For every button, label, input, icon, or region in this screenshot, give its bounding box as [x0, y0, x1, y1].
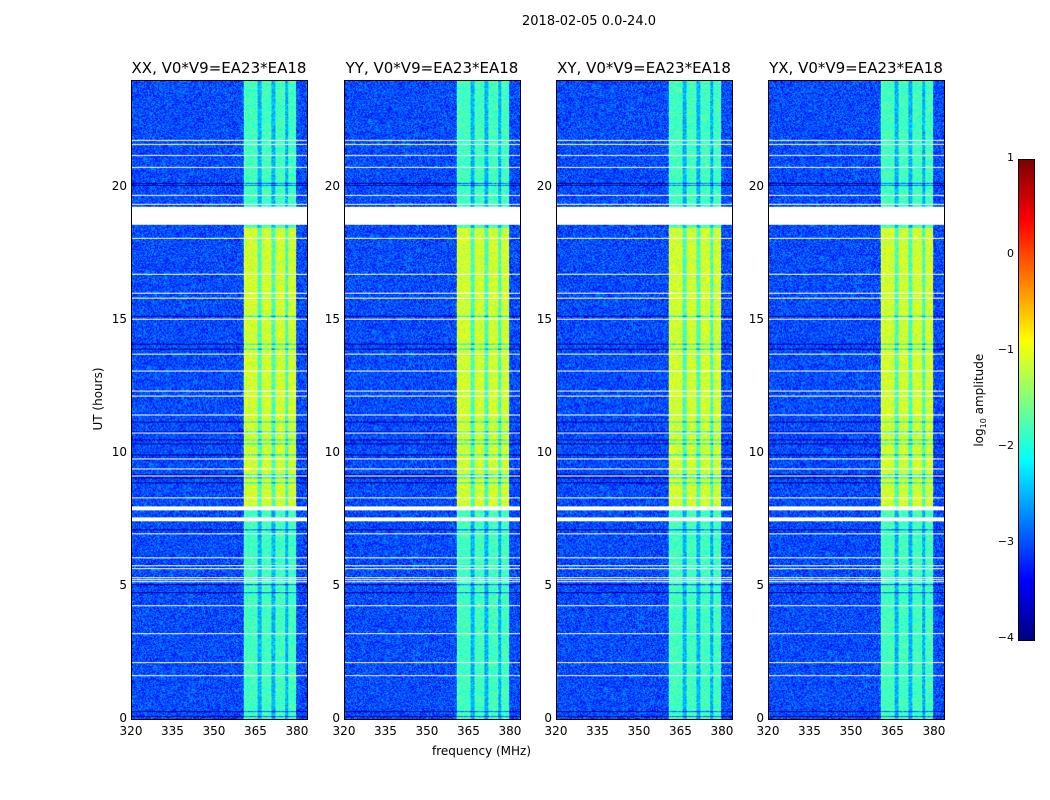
x-tick-label: 320 — [544, 724, 568, 738]
x-tick-label: 380 — [710, 724, 734, 738]
y-tick-label: 0 — [332, 711, 340, 725]
waterfall-panel-1 — [344, 80, 521, 720]
x-tick-label: 335 — [374, 724, 397, 738]
y-tick-label: 10 — [111, 444, 127, 459]
y-tick-label: 10 — [748, 444, 764, 459]
x-tick-label: 350 — [202, 724, 226, 738]
y-tick-label: 15 — [536, 311, 552, 326]
colorbar-tick-label: −1 — [997, 343, 1014, 356]
y-tick-label: 0 — [119, 711, 127, 725]
y-tick-label: 0 — [756, 711, 764, 725]
x-tick-label: 380 — [285, 724, 309, 738]
y-tick-label: 20 — [324, 178, 340, 193]
y-tick-label: 5 — [544, 577, 552, 592]
x-tick-label: 365 — [881, 724, 904, 738]
y-tick-label: 10 — [536, 444, 552, 459]
colorbar-tick-label: −2 — [997, 439, 1014, 452]
x-tick-label: 320 — [119, 724, 143, 738]
y-tick-label: 15 — [111, 311, 127, 326]
x-tick-label: 335 — [161, 724, 184, 738]
x-tick-label: 365 — [669, 724, 692, 738]
heatmap-image — [132, 81, 307, 719]
y-tick-label: 5 — [119, 577, 127, 592]
colorbar — [1018, 159, 1035, 641]
colorbar-tick-label: −4 — [997, 631, 1014, 644]
x-axis-label: frequency (MHz) — [432, 744, 532, 758]
x-tick-label: 365 — [457, 724, 480, 738]
x-tick-label: 380 — [498, 724, 522, 738]
heatmap-image — [557, 81, 732, 719]
waterfall-panel-3 — [768, 80, 945, 720]
y-tick-label: 20 — [111, 178, 127, 193]
x-tick-label: 365 — [244, 724, 267, 738]
colorbar-tick-label: 1 — [1007, 151, 1014, 164]
x-tick-label: 380 — [922, 724, 946, 738]
panel-title: YY, V0*V9=EA23*EA18 — [345, 59, 519, 77]
x-tick-label: 350 — [839, 724, 863, 738]
heatmap-image — [769, 81, 944, 719]
x-tick-label: 350 — [627, 724, 651, 738]
y-tick-label: 10 — [324, 444, 340, 459]
x-tick-label: 335 — [798, 724, 821, 738]
figure-title: 2018-02-05 0.0-24.0 — [522, 14, 656, 29]
x-tick-label: 335 — [586, 724, 609, 738]
y-tick-label: 0 — [544, 711, 552, 725]
y-tick-label: 20 — [536, 178, 552, 193]
x-tick-label: 320 — [756, 724, 780, 738]
heatmap-image — [345, 81, 520, 719]
y-axis-label: UT (hours) — [91, 367, 105, 431]
panel-title: YX, V0*V9=EA23*EA18 — [769, 59, 943, 77]
y-tick-label: 20 — [748, 178, 764, 193]
y-tick-label: 15 — [324, 311, 340, 326]
y-tick-label: 5 — [332, 577, 340, 592]
colorbar-tick-label: 0 — [1007, 247, 1014, 260]
waterfall-panel-0 — [131, 80, 308, 720]
x-tick-label: 350 — [415, 724, 439, 738]
panel-title: XX, V0*V9=EA23*EA18 — [131, 59, 307, 77]
x-tick-label: 320 — [332, 724, 356, 738]
colorbar-tick-label: −3 — [997, 535, 1014, 548]
y-tick-label: 15 — [748, 311, 764, 326]
colorbar-label: log10 amplitude — [971, 353, 989, 447]
y-tick-label: 5 — [756, 577, 764, 592]
panel-title: XY, V0*V9=EA23*EA18 — [557, 59, 731, 77]
waterfall-panel-2 — [556, 80, 733, 720]
